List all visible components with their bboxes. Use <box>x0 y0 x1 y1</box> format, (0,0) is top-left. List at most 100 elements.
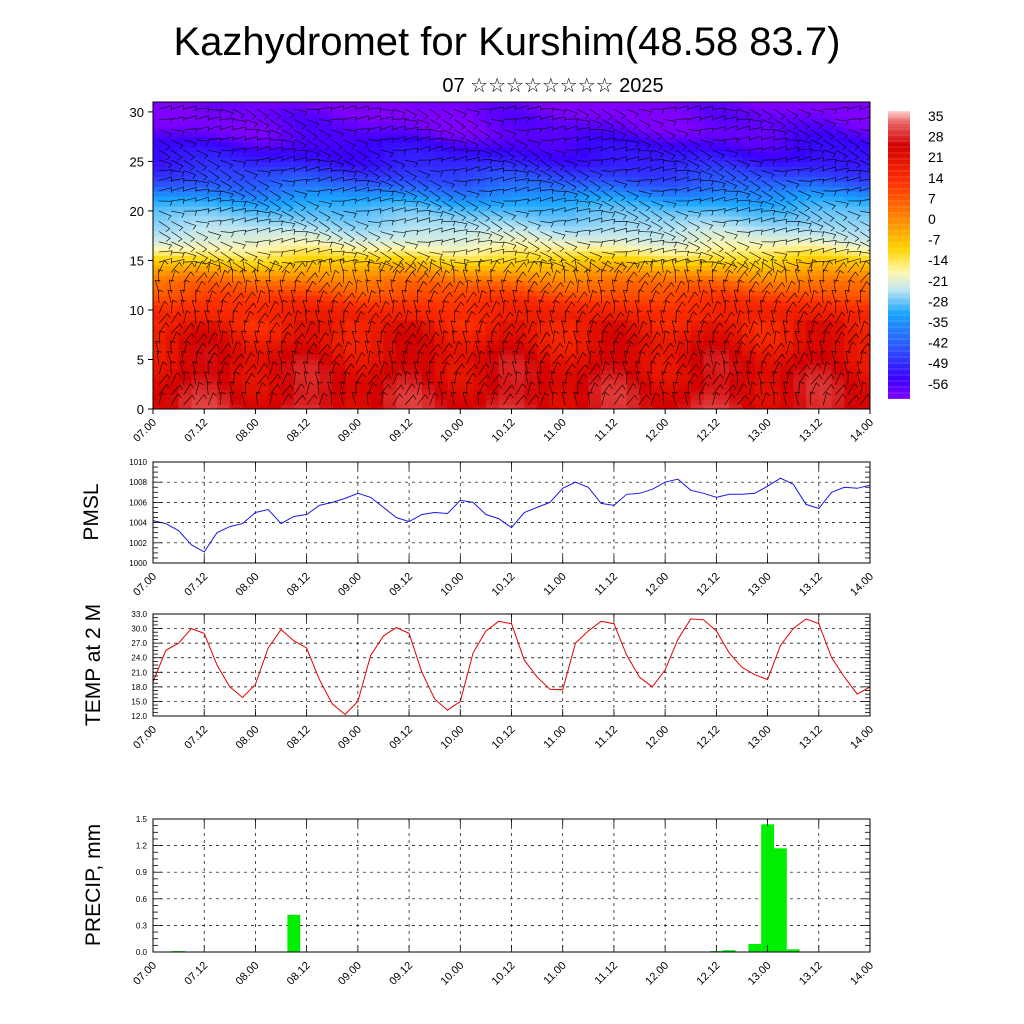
heatmap-cell <box>639 295 653 301</box>
heatmap-cell <box>613 166 628 172</box>
wind-barb <box>515 104 529 111</box>
wind-barb <box>673 330 679 344</box>
wind-barb <box>294 119 307 130</box>
heatmap-cell <box>626 116 641 123</box>
heatmap-cell <box>396 334 410 341</box>
heatmap-cell <box>677 136 692 143</box>
heatmap-cell <box>754 210 769 217</box>
wind-barb <box>589 210 603 216</box>
wind-barb <box>206 299 212 314</box>
heatmap-cell <box>229 319 244 326</box>
heatmap-cell <box>345 210 359 217</box>
wind-barb <box>441 190 454 202</box>
heatmap-cell <box>844 334 858 341</box>
wind-barb <box>577 217 590 223</box>
heatmap-cell <box>793 181 807 187</box>
heatmap-cell <box>229 359 244 366</box>
wind-barb <box>700 241 712 253</box>
heatmap-cell <box>741 146 756 153</box>
heatmap-cell <box>511 201 525 207</box>
wind-barb <box>724 125 738 131</box>
heatmap-cell <box>780 146 794 153</box>
heatmap-cell <box>332 314 346 321</box>
heatmap-cell <box>268 260 282 266</box>
wind-barb <box>417 321 426 334</box>
wind-barb <box>515 394 527 406</box>
wind-barb <box>158 300 169 314</box>
wind-barb <box>183 231 196 242</box>
wind-barb <box>171 331 181 344</box>
heatmap-cell <box>473 399 487 405</box>
heatmap-cell <box>498 111 513 118</box>
heatmap-cell <box>306 389 321 395</box>
wind-barb <box>183 261 198 267</box>
heatmap-cell <box>383 359 397 366</box>
wind-barb <box>269 361 278 375</box>
heatmap-cell <box>588 171 602 177</box>
heatmap-cell <box>818 354 833 361</box>
heatmap-cell <box>306 349 321 356</box>
wind-barb <box>208 125 221 131</box>
heatmap-cell <box>818 339 833 346</box>
wind-barb <box>453 280 464 293</box>
heatmap-cell <box>473 384 487 390</box>
wind-barb <box>441 391 448 406</box>
heatmap-cell <box>729 220 743 227</box>
heatmap-cell <box>229 102 244 108</box>
heatmap-cell <box>332 116 346 123</box>
wind-barb <box>281 119 294 130</box>
heatmap-cell <box>421 106 436 113</box>
heatmap-cell <box>844 399 858 405</box>
wind-barb <box>503 299 509 314</box>
heatmap-cell <box>805 151 820 158</box>
heatmap-cell <box>165 324 180 331</box>
heatmap-cell <box>383 349 397 356</box>
heatmap-cell <box>204 404 218 409</box>
wind-barb <box>466 119 479 130</box>
heatmap-cell <box>665 225 679 232</box>
heatmap-cell <box>677 215 692 222</box>
heatmap-cell <box>242 344 257 351</box>
wind-barb <box>392 170 405 181</box>
heatmap-cell <box>281 240 295 247</box>
heatmap-cell <box>690 186 705 192</box>
heatmap-cell <box>434 191 449 197</box>
heatmap-cell <box>229 106 244 113</box>
wind-barb <box>675 129 689 138</box>
heatmap-cell <box>217 309 231 316</box>
heatmap-cell <box>562 329 577 336</box>
wind-barb <box>257 239 271 245</box>
heatmap-cell <box>857 181 870 187</box>
heatmap-cell <box>229 126 244 133</box>
wind-barb <box>318 360 324 375</box>
heatmap-cell <box>818 191 833 197</box>
heatmap-cell <box>255 235 269 242</box>
heatmap-cell <box>549 230 564 237</box>
chart-subtitle: 07 ☆☆☆☆☆☆☆☆ 2025 <box>442 75 663 97</box>
heatmap-cell <box>319 240 333 247</box>
wind-barb <box>343 371 351 385</box>
heatmap-cell <box>421 309 436 316</box>
wind-barb <box>712 107 726 114</box>
heatmap-cell <box>575 215 589 222</box>
heatmap-cell <box>370 364 385 370</box>
heatmap-cell <box>229 290 244 296</box>
wind-barb <box>737 199 751 205</box>
wind-barb <box>380 137 394 144</box>
heatmap-cell <box>345 191 359 197</box>
heatmap-cell <box>396 121 410 128</box>
heatmap-cell <box>652 255 666 262</box>
heatmap-cell <box>370 215 385 222</box>
heatmap-cell <box>370 314 385 321</box>
heatmap-cell <box>703 344 717 351</box>
wind-barb <box>268 269 275 283</box>
heatmap-cell <box>831 255 845 262</box>
wind-barb <box>465 340 472 355</box>
heatmap-cell <box>844 205 858 212</box>
heatmap-cell <box>345 265 359 271</box>
heatmap-cell <box>793 230 807 237</box>
heatmap-cell <box>217 354 231 361</box>
wind-barb <box>699 320 708 334</box>
wind-barb <box>478 139 491 151</box>
heatmap-cell <box>754 245 769 252</box>
